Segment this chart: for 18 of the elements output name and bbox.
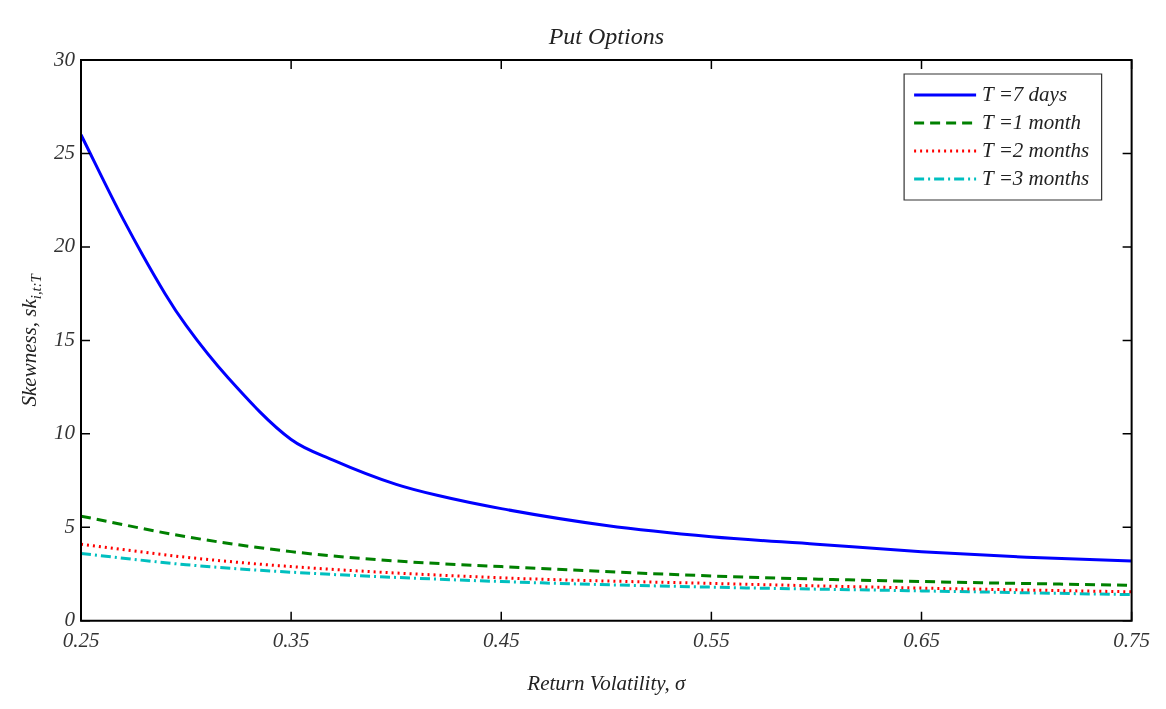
y-tick-label: 30 (53, 46, 76, 71)
y-tick-label: 5 (64, 513, 75, 538)
y-tick-label: 20 (54, 233, 76, 258)
legend-label: T =1 month (982, 109, 1082, 134)
y-tick-label: 15 (54, 326, 75, 351)
x-tick-label: 0.45 (482, 627, 520, 652)
x-axis-title: Return Volatility, σ (526, 670, 687, 695)
x-tick-label: 0.55 (693, 627, 730, 652)
legend-label: T =7 days (982, 81, 1068, 106)
y-tick-label: 25 (54, 139, 75, 164)
x-tick-label: 0.65 (903, 627, 940, 652)
y-tick-label: 10 (54, 420, 76, 445)
legend-label: T =3 months (982, 165, 1090, 190)
y-axis-title: Skewness, ski,t:T (16, 272, 45, 407)
x-tick-label: 0.75 (1113, 627, 1150, 652)
legend-label: T =2 months (982, 137, 1090, 162)
chart-title: Put Options (547, 23, 664, 50)
x-tick-label: 0.35 (272, 627, 310, 652)
